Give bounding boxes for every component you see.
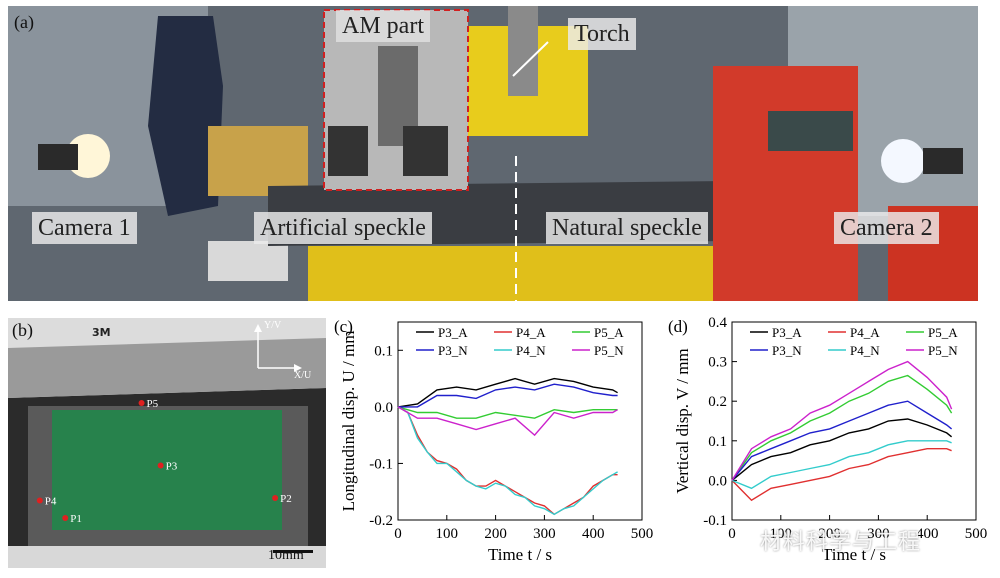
setup-scene <box>8 6 978 301</box>
plot-frame <box>731 321 977 521</box>
y-tick-label: 0.3 <box>708 355 727 371</box>
x-tick-label: 300 <box>867 526 890 542</box>
legend-label-p5-a: P5_A <box>594 325 624 340</box>
x-tick-label: 100 <box>770 526 793 542</box>
y-tick-label: -0.2 <box>369 513 393 529</box>
series-line-p5-a <box>397 406 618 419</box>
point-marker-p4 <box>36 497 43 504</box>
point-label-p2: P2 <box>280 493 292 505</box>
axis-u-label: X/U <box>294 370 312 381</box>
x-axis-label: Time t / s <box>488 545 552 564</box>
series-line-p3-a <box>397 377 618 408</box>
torch-label: Torch <box>568 18 636 50</box>
y-tick-label: -0.1 <box>369 456 393 472</box>
legend-label-p3-n: P3_N <box>772 343 802 358</box>
x-tick-label: 400 <box>582 526 605 542</box>
legend-label-p4-a: P4_A <box>516 325 546 340</box>
point-label-p5: P5 <box>147 398 159 410</box>
brand-label: 3M <box>92 326 111 339</box>
legend-label-p5-a: P5_A <box>928 325 958 340</box>
panel-a-label: (a) <box>14 12 34 32</box>
series-line-p5-n <box>731 360 953 481</box>
measurement-points: P5 P3 P4 P1 P2 <box>36 398 292 525</box>
experiment-setup-photo: (a) AM part Torch Camera 1 Artificial sp… <box>8 6 978 301</box>
scale-bar-label: 10mm <box>268 548 304 563</box>
legend-label-p5-n: P5_N <box>594 343 624 358</box>
y-tick-label: 0.1 <box>708 434 727 450</box>
y-axis-label: Vertical disp. V / mm <box>673 348 692 493</box>
y-tick-label: 0.0 <box>708 473 727 489</box>
legend-label-p3-n: P3_N <box>438 343 468 358</box>
specimen-image: P5 P3 P4 P1 P2 (b) 3M Y/V X/U 10mm <box>8 318 326 568</box>
legend-label-p4-n: P4_N <box>850 343 880 358</box>
legend-label-p3-a: P3_A <box>772 325 802 340</box>
y-tick-label: 0.1 <box>374 343 393 359</box>
legend-label-p5-n: P5_N <box>928 343 958 358</box>
series-line-p3-n <box>731 400 953 481</box>
artificial-speckle-label: Artificial speckle <box>254 212 432 244</box>
axis-v-label: Y/V <box>264 320 282 331</box>
series-line-p5-a <box>731 374 953 481</box>
series-line-p3-n <box>398 383 618 408</box>
camera-1-label: Camera 1 <box>32 212 137 244</box>
legend-label-p4-n: P4_N <box>516 343 546 358</box>
point-marker-p5 <box>138 400 145 406</box>
series-line-p4-n <box>731 440 952 490</box>
watermark-text: 材料科学与工程 <box>760 530 922 555</box>
x-tick-label: 200 <box>484 526 507 542</box>
am-part-label: AM part <box>336 10 430 42</box>
series-line-p5-n <box>397 406 618 437</box>
panel-label: (d) <box>668 317 688 336</box>
point-marker-p3 <box>157 462 164 469</box>
series-line-p4-n <box>397 406 618 516</box>
y-tick-label: -0.1 <box>703 513 727 529</box>
x-tick-label: 400 <box>916 526 939 542</box>
panel-b-label: (b) <box>12 320 33 340</box>
chart-longitudinal: (c) 0 100 200 300 400 500 -0.2 -0.1 0.0 0.1 Time t … <box>334 317 654 564</box>
x-tick-label: 100 <box>436 526 459 542</box>
plot-frame <box>397 321 643 521</box>
camera-2-label: Camera 2 <box>834 212 939 244</box>
point-label-p1: P1 <box>70 513 82 525</box>
x-axis-label: Time t / s <box>822 545 886 564</box>
legend-label-p3-a: P3_A <box>438 325 468 340</box>
point-label-p4: P4 <box>45 496 57 508</box>
y-axis-label: Longitudinal disp. U / mm <box>339 331 358 512</box>
point-marker-p2 <box>272 495 279 501</box>
x-tick-label: 300 <box>533 526 556 542</box>
x-tick-label: 200 <box>818 526 841 542</box>
x-tick-label: 500 <box>631 526 654 542</box>
x-tick-label: 0 <box>728 526 736 542</box>
y-tick-label: 0.4 <box>708 315 727 331</box>
y-tick-label: 0.2 <box>708 394 727 410</box>
y-tick-label: 0.0 <box>374 400 393 416</box>
specimen-scene: P5 P3 P4 P1 P2 <box>8 318 326 568</box>
series-line-p4-a <box>731 447 952 502</box>
legend-label-p4-a: P4_A <box>850 325 880 340</box>
x-tick-label: 500 <box>965 526 988 542</box>
x-tick-label: 0 <box>394 526 402 542</box>
point-label-p3: P3 <box>166 461 178 473</box>
series-line-p3-a <box>731 418 953 481</box>
point-marker-p1 <box>62 515 69 521</box>
natural-speckle-label: Natural speckle <box>546 212 708 244</box>
panel-label: (c) <box>334 317 353 336</box>
chart-vertical: (d) 0 100 200 300 400 500 -0.1 0.0 0.1 0.2 0.3 0.4 Ti… <box>668 315 988 564</box>
